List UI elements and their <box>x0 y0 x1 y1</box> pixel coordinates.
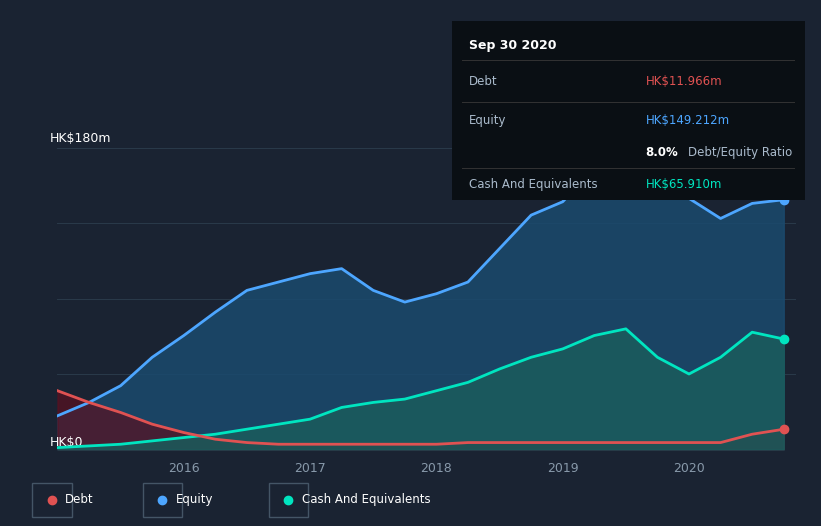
Text: HK$149.212m: HK$149.212m <box>646 114 730 127</box>
Text: Equity: Equity <box>176 493 213 506</box>
Text: Debt: Debt <box>470 75 498 88</box>
Text: Cash And Equivalents: Cash And Equivalents <box>302 493 430 506</box>
Text: Sep 30 2020: Sep 30 2020 <box>470 39 557 52</box>
Text: Cash And Equivalents: Cash And Equivalents <box>470 178 598 191</box>
Text: HK$0: HK$0 <box>50 437 84 449</box>
Text: HK$180m: HK$180m <box>50 132 112 145</box>
FancyBboxPatch shape <box>143 483 182 517</box>
Text: HK$65.910m: HK$65.910m <box>646 178 722 191</box>
Text: HK$11.966m: HK$11.966m <box>646 75 722 88</box>
FancyBboxPatch shape <box>32 483 71 517</box>
Text: Debt/Equity Ratio: Debt/Equity Ratio <box>688 146 792 159</box>
FancyBboxPatch shape <box>268 483 308 517</box>
Text: Equity: Equity <box>470 114 507 127</box>
Text: 8.0%: 8.0% <box>646 146 678 159</box>
Text: Debt: Debt <box>66 493 94 506</box>
